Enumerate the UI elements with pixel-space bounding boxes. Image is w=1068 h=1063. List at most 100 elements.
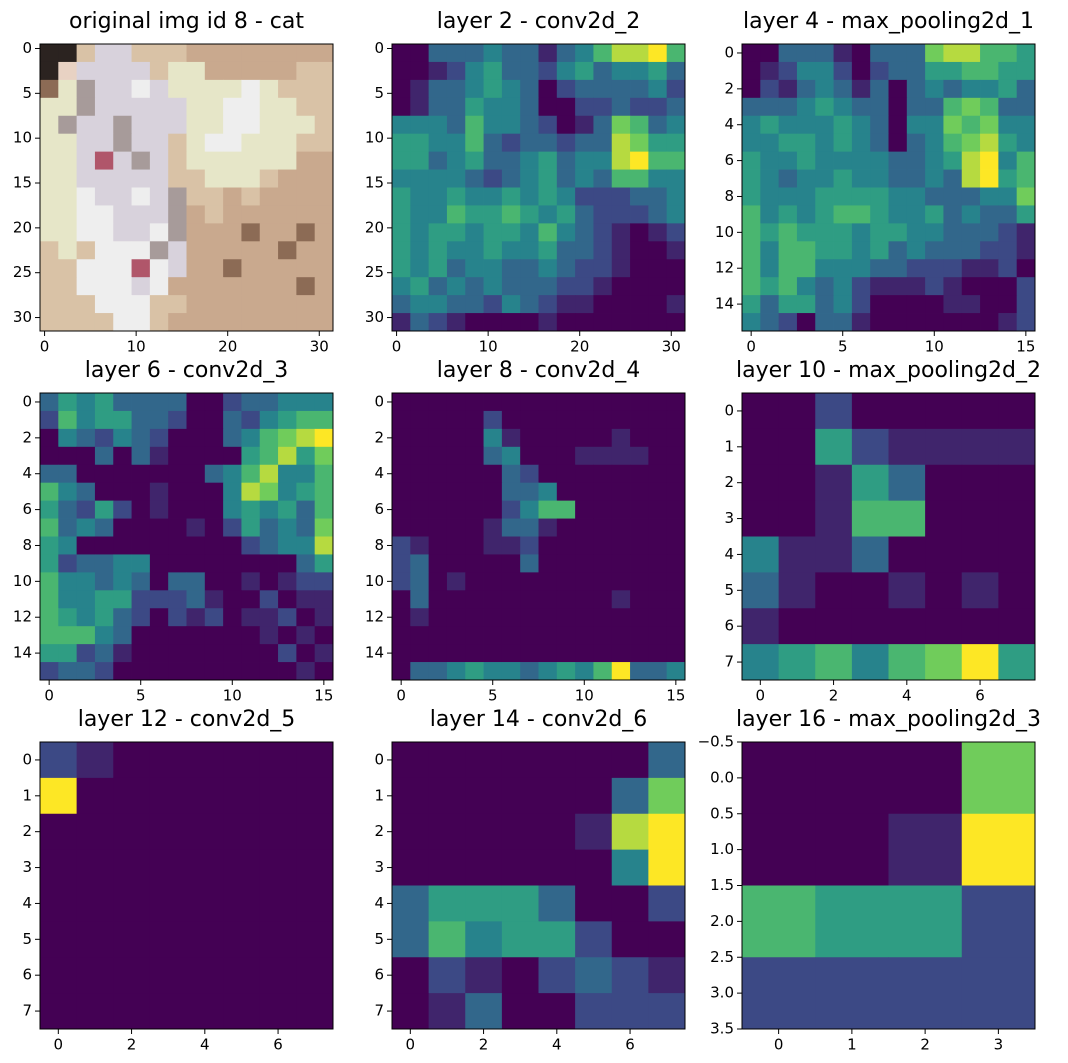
- cell: [296, 608, 316, 627]
- cell: [538, 133, 558, 153]
- cell: [742, 223, 761, 242]
- cell: [113, 626, 132, 645]
- cell: [925, 205, 944, 224]
- cell: [870, 115, 889, 135]
- cell: [76, 572, 96, 591]
- cell: [778, 169, 798, 188]
- cell: [998, 97, 1018, 117]
- y-tick-label: 0: [22, 392, 32, 410]
- cell: [630, 662, 649, 681]
- cell: [538, 446, 558, 466]
- x-tick-label: 4: [200, 1036, 210, 1054]
- cell: [538, 464, 558, 484]
- cell: [851, 277, 871, 296]
- cell: [241, 79, 261, 99]
- cell: [465, 277, 484, 296]
- cell: [113, 813, 151, 851]
- cell: [501, 115, 521, 135]
- cell: [611, 921, 649, 958]
- cell: [888, 813, 963, 886]
- cell: [611, 428, 631, 448]
- cell: [648, 536, 668, 555]
- cell: [666, 500, 686, 519]
- cell: [998, 644, 1036, 681]
- cell: [314, 662, 334, 681]
- cell: [296, 662, 316, 681]
- cell: [611, 97, 631, 117]
- cell: [76, 393, 96, 412]
- cell: [113, 205, 132, 224]
- cell: [76, 518, 96, 537]
- cell: [131, 554, 151, 573]
- cell: [501, 97, 521, 117]
- cell: [168, 536, 187, 555]
- cell: [186, 44, 206, 63]
- y-tick-label: 7: [374, 1002, 384, 1020]
- cell: [778, 205, 798, 224]
- cell: [538, 97, 558, 117]
- cell: [906, 277, 926, 296]
- cell: [483, 518, 503, 537]
- cell: [40, 464, 59, 484]
- cell: [778, 223, 798, 242]
- cell: [58, 626, 78, 645]
- cell: [815, 151, 834, 170]
- cell: [168, 151, 187, 170]
- cell: [538, 993, 576, 1030]
- cell: [538, 241, 558, 260]
- cell: [204, 554, 224, 573]
- cell: [40, 742, 78, 779]
- cell: [259, 187, 279, 206]
- cell: [556, 626, 576, 645]
- cell: [113, 554, 132, 573]
- cell: [168, 644, 187, 663]
- cell: [888, 313, 908, 332]
- axes-frame: [39, 741, 334, 1030]
- cell: [520, 393, 539, 412]
- y-tick-label: 10: [365, 129, 384, 147]
- cell: [815, 223, 834, 242]
- cell: [465, 187, 484, 206]
- cell: [666, 151, 686, 170]
- cell: [556, 223, 576, 242]
- cell: [465, 79, 484, 99]
- cell: [428, 921, 466, 958]
- cell: [851, 393, 889, 430]
- cell: [58, 518, 78, 537]
- cell: [815, 187, 834, 206]
- cell: [760, 205, 780, 224]
- y-tick-label: 25: [365, 263, 384, 281]
- cell: [296, 241, 316, 260]
- cell: [961, 151, 981, 170]
- cell: [186, 644, 206, 663]
- cell: [501, 662, 521, 681]
- cell: [906, 223, 926, 242]
- cell: [611, 410, 631, 430]
- cell: [113, 777, 151, 815]
- cell: [131, 295, 151, 314]
- cell: [888, 61, 908, 81]
- cell: [538, 79, 558, 99]
- cell: [58, 115, 78, 135]
- cell: [314, 151, 334, 170]
- cell: [428, 241, 448, 260]
- panel-title: layer 10 - max_pooling2d_2: [736, 358, 1041, 383]
- cell: [1016, 205, 1036, 224]
- cell: [925, 133, 944, 153]
- x-tick-label: 2: [479, 1036, 489, 1054]
- cell: [94, 644, 114, 663]
- cell: [925, 277, 944, 296]
- cell: [278, 662, 297, 681]
- cell: [501, 44, 521, 63]
- cell: [410, 205, 430, 224]
- cell: [392, 626, 411, 645]
- cell: [961, 115, 981, 135]
- cell: [58, 608, 78, 627]
- cell: [906, 133, 926, 153]
- cell: [611, 151, 631, 170]
- cell: [742, 97, 761, 117]
- cell: [593, 500, 613, 519]
- y-tick-label: 1.0: [710, 840, 734, 858]
- cell: [131, 187, 151, 206]
- cell: [611, 644, 631, 663]
